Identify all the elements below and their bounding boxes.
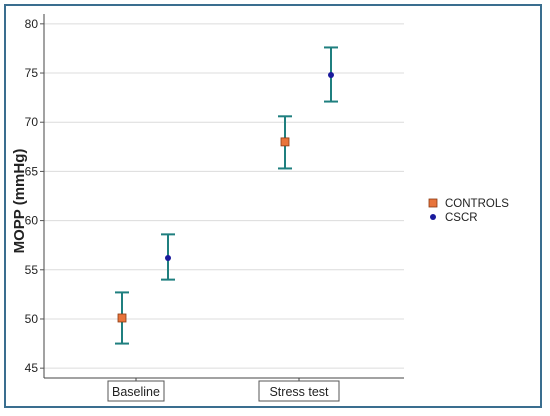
grid-lines [44,23,404,369]
y-ticks: 45 50 55 60 65 70 75 80 [25,17,44,375]
legend: CONTROLS CSCR [428,198,509,224]
y-tick-label: 80 [25,17,39,31]
legend-marker [428,198,438,208]
y-tick-label: 60 [25,214,39,228]
data-points [117,71,334,323]
axes [43,14,404,379]
x-category-box [258,380,340,402]
y-tick-label: 50 [25,312,39,326]
chart-canvas: 45 50 55 60 65 70 75 80 Baseline Stress test CON… [11,14,509,402]
chart-frame: 45 50 55 60 65 70 75 80 Baseline Stress test CON… [4,4,542,408]
data-point-controls [117,313,127,323]
y-tick-label: 45 [25,361,39,375]
y-tick-label: 65 [25,164,39,178]
x-categories: Baseline Stress test [107,378,340,402]
legend-label: CONTROLS [445,198,509,210]
x-category-box [107,380,165,402]
x-category-label: Baseline [112,385,160,399]
data-point-cscr [165,254,171,261]
data-point-cscr [328,71,334,78]
y-axis-label: MOPP (mmHg) [11,149,28,254]
legend-label: CSCR [445,212,478,224]
y-tick-label: 75 [25,66,39,80]
legend-marker [430,214,436,220]
y-tick-label: 70 [25,115,39,129]
data-point-controls [280,137,290,147]
x-category-label: Stress test [269,385,329,399]
y-tick-label: 55 [25,263,39,277]
error-bars [115,46,338,345]
